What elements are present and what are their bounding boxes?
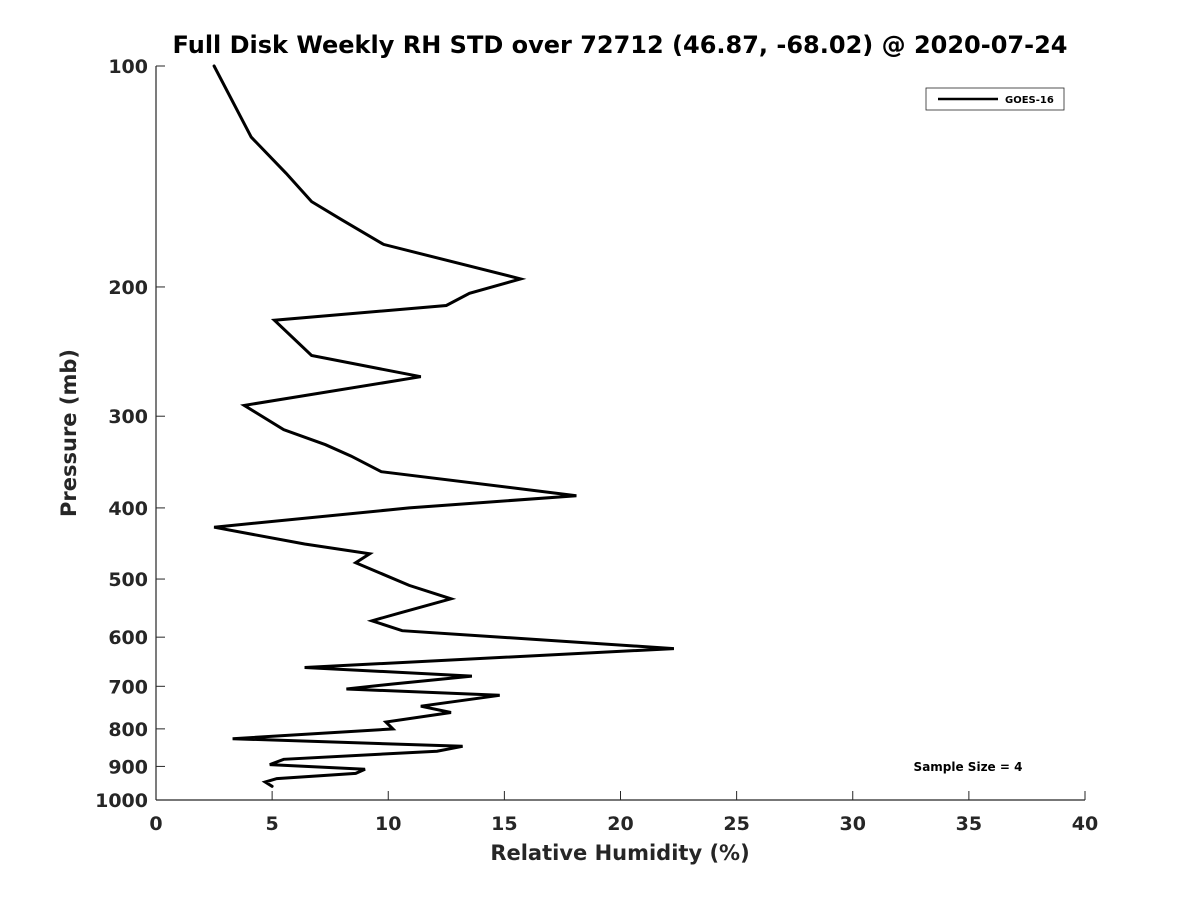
chart-title: Full Disk Weekly RH STD over 72712 (46.8… [173, 31, 1068, 59]
x-tick-label: 0 [149, 813, 162, 835]
y-tick-label: 200 [108, 277, 148, 299]
series-layer [212, 64, 674, 788]
y-tick-label: 800 [108, 719, 148, 741]
x-tick-label: 5 [266, 813, 279, 835]
y-tick-label: 300 [108, 406, 148, 428]
legend-label-goes-16: GOES-16 [1005, 95, 1054, 106]
y-axis-label: Pressure (mb) [57, 349, 81, 517]
y-tick-label: 900 [108, 756, 148, 778]
y-tick-label: 1000 [95, 790, 148, 812]
y-tick-label: 400 [108, 498, 148, 520]
x-tick-label: 20 [607, 813, 633, 835]
x-axis-ticks: 0 5 10 15 20 25 30 35 40 [149, 791, 1098, 835]
y-axis-ticks: 100 200 300 400 500 600 700 800 900 1000 [95, 56, 165, 812]
x-tick-label: 25 [723, 813, 749, 835]
legend: GOES-16 [925, 87, 1065, 111]
y-tick-label: 500 [108, 569, 148, 591]
x-tick-label: 40 [1072, 813, 1098, 835]
y-tick-label: 600 [108, 627, 148, 649]
x-tick-label: 10 [375, 813, 401, 835]
sample-size-annotation: Sample Size = 4 [914, 760, 1023, 774]
y-tick-label: 100 [108, 56, 148, 78]
x-tick-label: 15 [491, 813, 517, 835]
y-tick-label: 700 [108, 676, 148, 698]
x-tick-label: 30 [840, 813, 866, 835]
x-axis-label: Relative Humidity (%) [490, 841, 749, 865]
x-tick-label: 35 [956, 813, 982, 835]
series-line-goes-16 [212, 64, 674, 788]
